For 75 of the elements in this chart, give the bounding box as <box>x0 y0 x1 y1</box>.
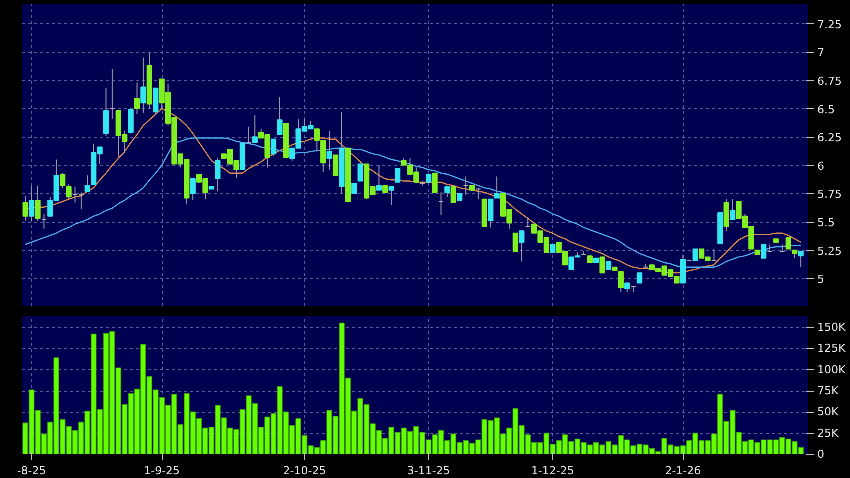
candlestick <box>103 88 110 136</box>
candlestick <box>388 186 394 206</box>
x-tick-label: 1-12-25 <box>531 464 574 478</box>
y-tick-label: 75K <box>818 384 840 398</box>
candlestick <box>525 217 531 228</box>
candlestick <box>624 282 630 293</box>
candlestick <box>463 176 469 196</box>
candlestick <box>680 254 686 284</box>
candlestick <box>636 272 643 284</box>
y-tick-label: 6.75 <box>818 74 842 88</box>
x-tick-label: 2-10-25 <box>283 464 326 478</box>
candlestick <box>332 154 339 176</box>
candlestick <box>246 126 252 144</box>
x-tick-label: 1-9-25 <box>144 464 180 478</box>
candlestick <box>394 168 401 183</box>
candlestick <box>786 237 792 250</box>
candlestick <box>432 172 438 194</box>
y-tick-label: 6.5 <box>818 103 835 116</box>
y-tick-label: 25K <box>818 426 840 440</box>
candlestick <box>60 172 66 189</box>
candlestick <box>494 176 500 199</box>
candlestick <box>153 88 159 115</box>
candlestick <box>630 286 636 293</box>
candlestick <box>780 244 786 252</box>
candlestick <box>767 244 773 252</box>
candlestick <box>519 230 525 262</box>
y-tick-label: 7 <box>818 46 824 60</box>
y-tick-label: 125K <box>818 342 846 356</box>
candlestick <box>22 196 28 222</box>
candlestick <box>692 248 698 262</box>
candlestick <box>190 178 196 202</box>
y-tick-label: 0 <box>818 448 824 461</box>
candlestick <box>724 198 730 232</box>
candlestick <box>618 271 624 293</box>
candlestick <box>35 185 41 222</box>
x-tick-label: 3-11-25 <box>407 464 450 478</box>
candlestick <box>376 164 382 191</box>
candlestick <box>358 164 364 182</box>
candlestick <box>761 244 767 259</box>
candlestick <box>215 158 221 192</box>
candlestick <box>600 256 606 274</box>
x-tick-label: -8-25 <box>17 464 46 478</box>
x-tick-label: 2-1-26 <box>665 464 702 478</box>
candlestick <box>326 130 332 170</box>
y-tick-label: 7.25 <box>818 18 842 32</box>
candlestick <box>252 115 258 144</box>
candlestick <box>488 198 494 228</box>
candlestick <box>270 138 277 157</box>
y-tick-label: 50K <box>818 406 840 419</box>
candlestick <box>110 68 116 120</box>
candlestick <box>140 57 146 114</box>
candlestick <box>730 198 736 220</box>
candlestick <box>84 175 90 192</box>
candlestick <box>512 232 519 252</box>
candlestick <box>28 185 35 222</box>
candlestick <box>277 96 283 136</box>
candlestick <box>444 186 450 198</box>
candlestick <box>134 82 140 115</box>
y-tick-label: 5.25 <box>818 244 842 258</box>
y-tick-label: 5.5 <box>818 216 835 230</box>
candlestick <box>798 251 804 268</box>
candlestick <box>476 188 482 200</box>
candlestick <box>711 248 718 262</box>
y-tick-label: 150K <box>818 321 846 334</box>
candlestick <box>352 183 358 194</box>
candlestick <box>438 192 444 216</box>
candlestick <box>450 186 456 204</box>
candlestick <box>128 108 134 134</box>
y-tick-label: 5.75 <box>818 188 842 202</box>
y-tick-label: 5 <box>818 273 824 286</box>
y-tick-label: 100K <box>818 363 846 376</box>
y-tick-label: 6 <box>818 160 824 173</box>
candlestick <box>66 184 72 200</box>
y-tick-label: 6.25 <box>818 132 842 145</box>
candlestick <box>41 214 48 230</box>
